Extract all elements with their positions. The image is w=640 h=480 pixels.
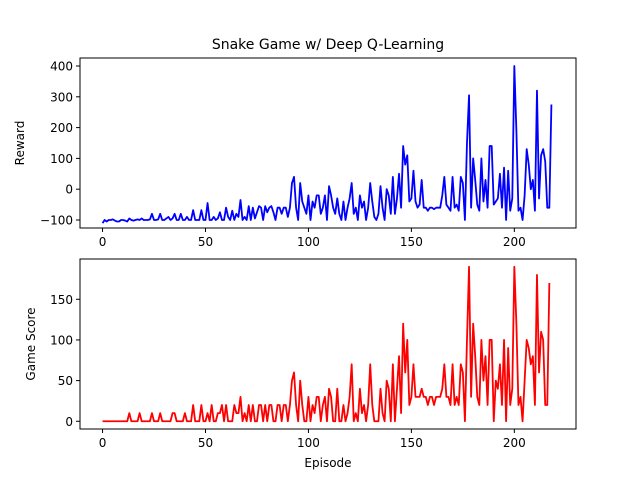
- reward-x-tick-label: 200: [503, 235, 526, 249]
- reward-y-tick-label: 200: [50, 121, 73, 135]
- reward-series-line: [101, 65, 553, 224]
- score-axes-frame: [79, 258, 577, 430]
- score-y-axis-ticks: 0 50 100 150: [50, 293, 80, 429]
- score-x-tick-label: 200: [503, 436, 526, 450]
- score-y-tick-label: 50: [58, 374, 73, 388]
- reward-x-tick-label: 50: [198, 235, 213, 249]
- score-x-axis-ticks: 0 50 100 150 200: [99, 429, 526, 450]
- score-panel: 0 50 100 150 0 50 100 150 200 Game Score Episod…: [24, 258, 577, 470]
- reward-x-tick-label: 0: [99, 235, 107, 249]
- reward-y-tick-label: 400: [50, 60, 73, 74]
- reward-x-axis-ticks: 0 50 100 150 200: [99, 228, 526, 249]
- score-y-axis-label: Game Score: [24, 307, 38, 380]
- reward-axes-frame: [79, 57, 577, 229]
- score-x-axis-label: Episode: [304, 456, 351, 470]
- score-y-tick-label: 150: [50, 293, 73, 307]
- reward-panel: −100 0 100 200 300 400 0 50 100 150 200 Reward: [13, 57, 577, 249]
- score-y-tick-label: 100: [50, 333, 73, 347]
- score-series-line: [102, 265, 551, 423]
- score-x-tick-label: 100: [297, 436, 320, 450]
- score-x-tick-label: 150: [400, 436, 423, 450]
- score-x-tick-label: 0: [99, 436, 107, 450]
- reward-x-tick-label: 150: [400, 235, 423, 249]
- reward-y-tick-label: 300: [50, 90, 73, 104]
- chart-title: Snake Game w/ Deep Q-Learning: [212, 37, 444, 53]
- reward-y-tick-label: −100: [40, 213, 73, 227]
- reward-x-tick-label: 100: [297, 235, 320, 249]
- reward-y-axis-label: Reward: [13, 121, 27, 166]
- score-y-tick-label: 0: [65, 415, 73, 429]
- score-x-tick-label: 50: [198, 436, 213, 450]
- reward-y-axis-ticks: −100 0 100 200 300 400: [40, 60, 80, 227]
- reward-y-tick-label: 100: [50, 152, 73, 166]
- reward-y-tick-label: 0: [65, 183, 73, 197]
